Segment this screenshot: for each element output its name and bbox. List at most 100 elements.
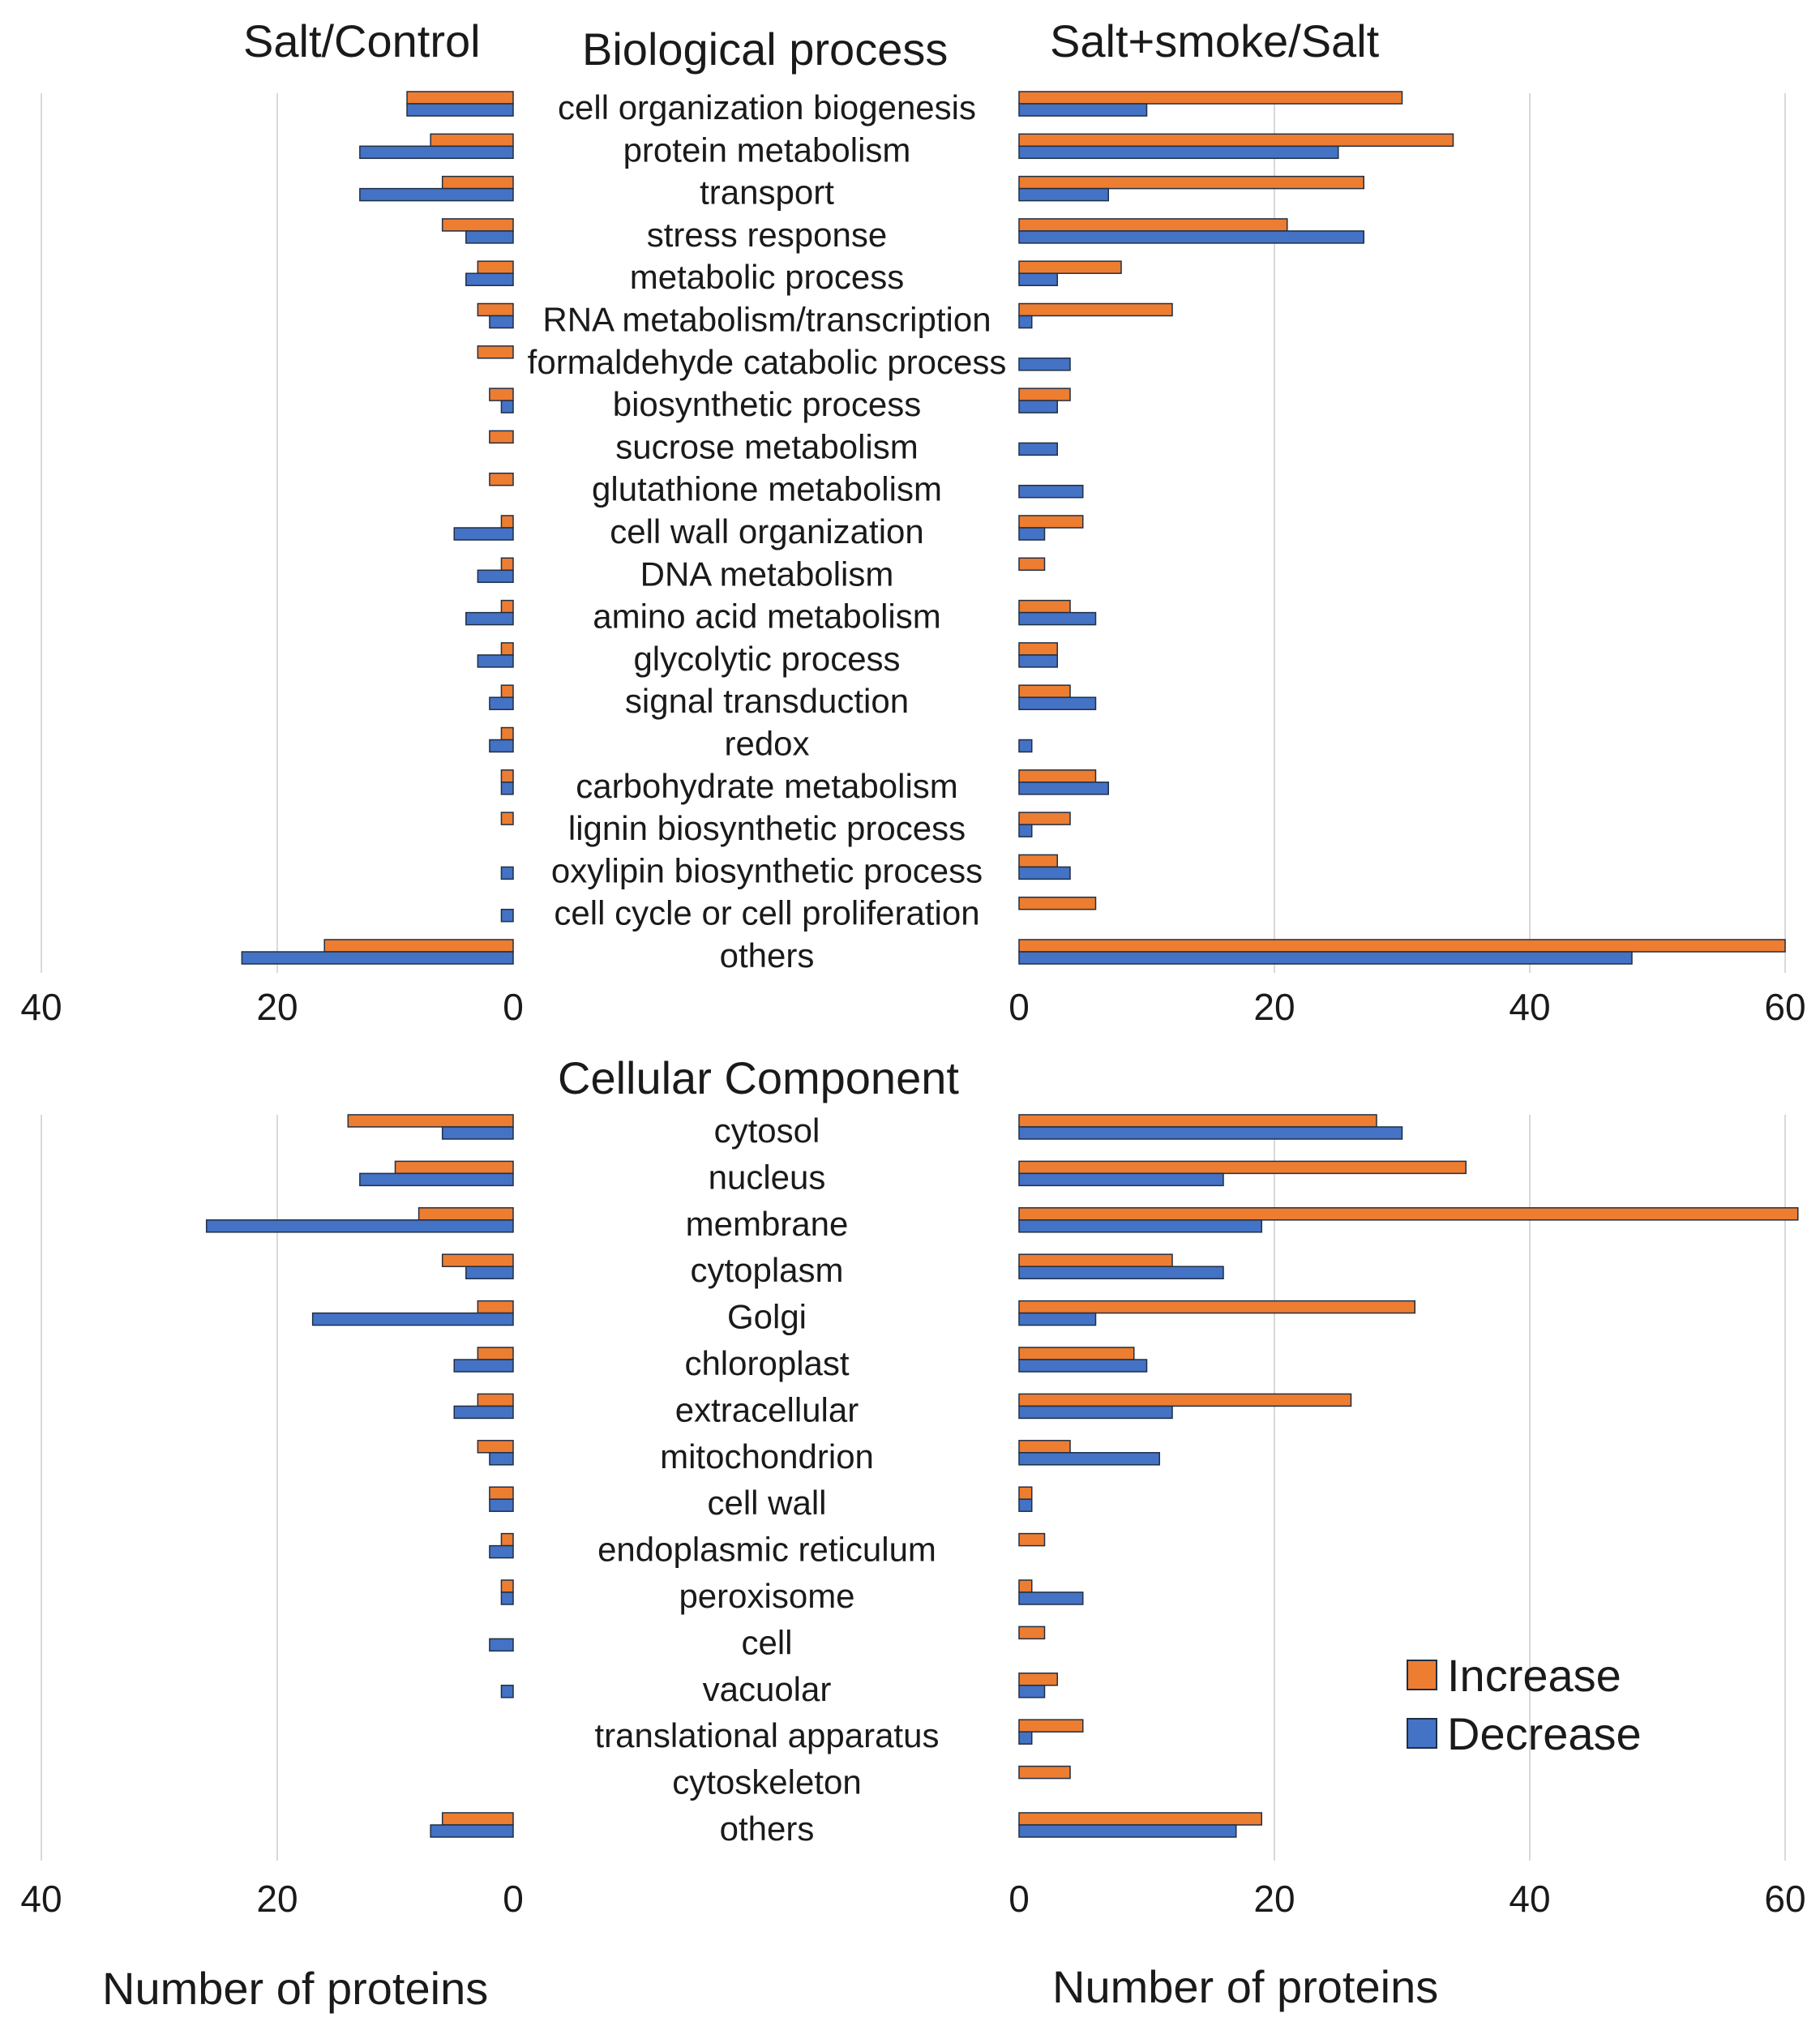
cc-category-label-golgi: Golgi	[727, 1298, 807, 1336]
bp-category-label-glutathione-metabolism: glutathione metabolism	[592, 470, 942, 508]
cc-right-bar-increase-translational-apparatus	[1018, 1719, 1084, 1733]
bp-right-bar-increase-amino-acid-metabolism	[1018, 599, 1071, 614]
bp-right-bar-increase-cell-cycle-or-cell-proliferation	[1018, 896, 1097, 910]
cc-left-bar-increase-cell-wall	[489, 1486, 514, 1500]
cc-left-bar-decrease-mitochondrion	[489, 1452, 514, 1466]
cc-left-bar-decrease-extracellular	[453, 1405, 514, 1420]
cc-category-label-others: others	[720, 1810, 815, 1848]
bp-left-bar-decrease-signal-transduction	[489, 696, 514, 710]
cc-left-bar-decrease-cell	[489, 1638, 514, 1652]
cc-left-tick-label-0: 0	[503, 1878, 524, 1920]
bp-right-tick-label-0: 0	[1008, 986, 1030, 1028]
cc-right-bar-increase-membrane	[1018, 1207, 1799, 1221]
bp-left-bar-increase-lignin-biosynthetic-process	[500, 812, 514, 825]
bp-right-bar-decrease-formaldehyde-catabolic-process	[1018, 358, 1071, 371]
left-panel-header: Salt/Control	[243, 15, 481, 66]
bp-left-bar-increase-others	[323, 939, 514, 953]
bp-left-bar-increase-signal-transduction	[500, 684, 514, 698]
cc-right-bar-decrease-nucleus	[1018, 1172, 1224, 1187]
bp-right-bar-increase-glycolytic-process	[1018, 642, 1058, 656]
cc-right-bar-increase-cell	[1018, 1626, 1046, 1640]
cc-left-bar-decrease-cytoplasm	[465, 1266, 514, 1279]
cc-left-bar-increase-nucleus	[394, 1160, 514, 1175]
bp-left-bar-increase-transport	[441, 175, 514, 190]
cc-right-bar-decrease-translational-apparatus	[1018, 1731, 1033, 1745]
cc-left-bar-decrease-nucleus	[359, 1172, 514, 1187]
legend-item-decrease: Decrease	[1407, 1704, 1642, 1763]
bp-right-bar-decrease-biosynthetic-process	[1018, 400, 1058, 413]
bp-left-bar-increase-glutathione-metabolism	[489, 472, 514, 486]
cc-right-bar-increase-cytoplasm	[1018, 1253, 1173, 1267]
cc-right-bar-increase-mitochondrion	[1018, 1440, 1071, 1454]
bp-right-bar-decrease-stress-response	[1018, 230, 1364, 244]
bp-category-label-lignin-biosynthetic-process: lignin biosynthetic process	[568, 809, 966, 847]
cc-left-bar-increase-cytoplasm	[441, 1253, 514, 1267]
bp-right-bar-increase-rna-metabolism-transcription	[1018, 302, 1173, 317]
bp-right-bar-decrease-glycolytic-process	[1018, 654, 1058, 668]
cc-right-bar-increase-chloroplast	[1018, 1347, 1135, 1360]
bp-right-bar-increase-cell-wall-organization	[1018, 515, 1084, 529]
bp-category-label-transport: transport	[700, 173, 834, 212]
cc-right-bar-decrease-peroxisome	[1018, 1591, 1084, 1605]
bp-right-bar-decrease-rna-metabolism-transcription	[1018, 315, 1033, 329]
bp-category-label-rna-metabolism-transcription: RNA metabolism/transcription	[542, 301, 991, 339]
cc-right-bar-decrease-membrane	[1018, 1219, 1262, 1233]
bp-left-bar-decrease-amino-acid-metabolism	[465, 611, 514, 626]
bp-left-bar-decrease-transport	[359, 187, 514, 202]
cc-category-label-nucleus: nucleus	[709, 1158, 826, 1196]
cc-right-tick-label-60: 60	[1764, 1878, 1805, 1920]
bp-category-label-stress-response: stress response	[647, 216, 887, 254]
bp-left-bar-decrease-oxylipin-biosynthetic-process	[500, 866, 514, 880]
bp-left-bar-increase-protein-metabolism	[430, 133, 514, 148]
bp-left-bar-increase-carbohydrate-metabolism	[500, 769, 514, 783]
cc-right-bar-increase-cytoskeleton	[1018, 1765, 1071, 1780]
cc-left-bar-increase-endoplasmic-reticulum	[500, 1532, 514, 1547]
cc-left-bar-increase-golgi	[477, 1300, 514, 1314]
cc-category-label-vacuolar: vacuolar	[703, 1670, 832, 1708]
cc-category-label-mitochondrion: mitochondrion	[660, 1437, 874, 1476]
bp-right-bar-decrease-glutathione-metabolism	[1018, 484, 1084, 499]
cc-category-label-extracellular: extracellular	[675, 1390, 859, 1428]
cc-left-bar-decrease-chloroplast	[453, 1359, 514, 1373]
bp-right-bar-increase-biosynthetic-process	[1018, 388, 1071, 401]
bp-right-bar-increase-carbohydrate-metabolism	[1018, 769, 1097, 783]
cc-category-label-cell: cell	[741, 1623, 792, 1661]
legend-item-increase: Increase	[1407, 1646, 1642, 1704]
bp-left-bar-increase-glycolytic-process	[500, 642, 514, 656]
bp-right-bar-increase-transport	[1018, 175, 1364, 190]
cc-right-bar-increase-nucleus	[1018, 1160, 1467, 1175]
cc-right-bar-decrease-extracellular	[1018, 1405, 1173, 1420]
bp-category-label-others: others	[720, 936, 815, 974]
cc-right-bar-increase-others	[1018, 1812, 1262, 1826]
bp-right-bar-increase-lignin-biosynthetic-process	[1018, 812, 1071, 825]
left-axis-title: Number of proteins	[102, 1963, 489, 2014]
bp-left-bar-increase-sucrose-metabolism	[489, 430, 514, 444]
bp-category-label-metabolic-process: metabolic process	[630, 258, 904, 296]
cc-right-bar-decrease-others	[1018, 1824, 1237, 1838]
bp-left-bar-decrease-redox	[489, 739, 514, 753]
cc-right-bar-increase-golgi	[1018, 1300, 1415, 1314]
cc-right-tick-label-0: 0	[1008, 1878, 1030, 1920]
bp-left-bar-increase-metabolic-process	[477, 260, 514, 274]
cc-right-bar-increase-vacuolar	[1018, 1673, 1058, 1686]
legend-label-decrease: Decrease	[1447, 1707, 1642, 1759]
bp-right-bar-decrease-amino-acid-metabolism	[1018, 611, 1097, 626]
cc-left-tick-label-20: 20	[256, 1878, 298, 1920]
bp-right-bar-decrease-metabolic-process	[1018, 272, 1058, 286]
cc-left-bar-increase-mitochondrion	[477, 1440, 514, 1454]
cc-left-bar-decrease-others	[430, 1824, 514, 1838]
bp-left-bar-decrease-cell-cycle-or-cell-proliferation	[500, 908, 514, 923]
cc-right-bar-decrease-cytosol	[1018, 1126, 1403, 1140]
bp-left-bar-decrease-rna-metabolism-transcription	[489, 315, 514, 329]
legend-swatch-decrease	[1407, 1718, 1437, 1749]
bp-category-label-oxylipin-biosynthetic-process: oxylipin biosynthetic process	[551, 851, 983, 889]
bp-right-bar-increase-others	[1018, 939, 1786, 953]
bp-left-bar-increase-rna-metabolism-transcription	[477, 302, 514, 317]
cc-right-tick-label-20: 20	[1253, 1878, 1295, 1920]
bp-right-bar-increase-metabolic-process	[1018, 260, 1122, 274]
bp-left-bar-increase-formaldehyde-catabolic-process	[477, 345, 514, 359]
bp-right-bar-decrease-signal-transduction	[1018, 696, 1097, 710]
bp-left-bar-decrease-stress-response	[465, 230, 514, 244]
cc-left-bar-increase-cytosol	[347, 1114, 514, 1128]
